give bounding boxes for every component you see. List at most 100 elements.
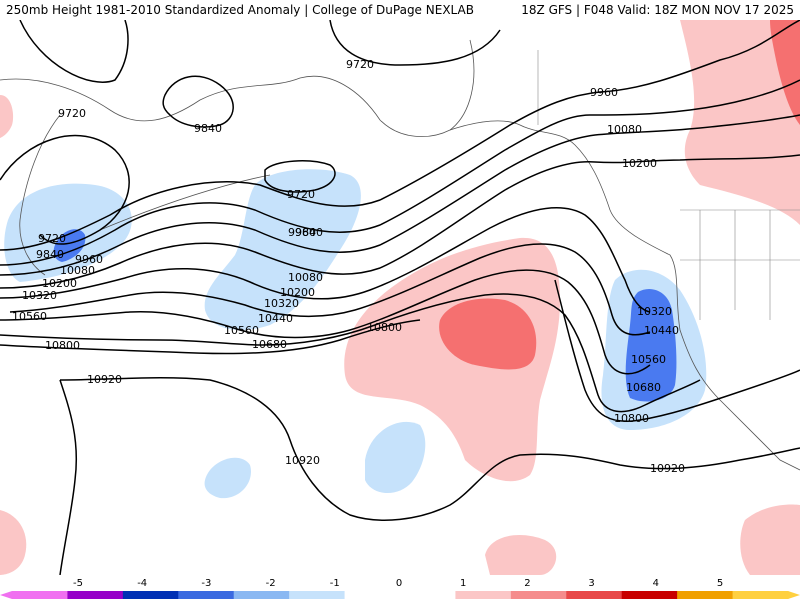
height-contours bbox=[0, 20, 800, 575]
contour-label: 10560 bbox=[631, 353, 666, 366]
contour-10560 bbox=[0, 269, 651, 375]
pos-anomaly-west bbox=[0, 95, 14, 138]
contour-9720-nw bbox=[19, 20, 129, 83]
map-canvas: 9720 9720 9720 9720 9840 9840 9840 9960 … bbox=[0, 20, 800, 575]
colorbar-segment bbox=[233, 591, 290, 599]
contour-label: 10560 bbox=[12, 310, 47, 323]
colorbar: -5 -4 -3 -2 -1 0 1 2 3 4 5 bbox=[0, 575, 800, 600]
colorbar-tick-label: 4 bbox=[653, 578, 659, 589]
contour-10320 bbox=[0, 206, 651, 313]
contour-10080 bbox=[0, 114, 800, 276]
colorbar-right-arrow bbox=[788, 591, 800, 599]
contour-label: 10080 bbox=[60, 264, 95, 277]
neg-anomaly-small bbox=[204, 457, 251, 499]
contour-10800 bbox=[0, 279, 800, 422]
colorbar-segment bbox=[455, 591, 512, 599]
contour-label: 10920 bbox=[650, 462, 685, 475]
colorbar-segment bbox=[344, 591, 401, 599]
pos-anomaly-core bbox=[439, 298, 537, 370]
map-title: 250mb Height 1981-2010 Standardized Anom… bbox=[6, 3, 474, 17]
contour-label: 10200 bbox=[42, 277, 77, 290]
contour-9960 bbox=[0, 79, 800, 266]
contour-label: 10800 bbox=[45, 339, 80, 352]
contour-10680 bbox=[0, 293, 701, 413]
colorbar-tick-label: -2 bbox=[266, 578, 276, 589]
colorbar-tick-label: 0 bbox=[396, 578, 402, 589]
model-run-info: 18Z GFS | F048 Valid: 18Z MON NOV 17 202… bbox=[521, 3, 794, 17]
contour-9840 bbox=[0, 20, 800, 251]
pos-anomaly-southeast bbox=[740, 504, 800, 575]
contour-label: 9960 bbox=[288, 226, 316, 239]
contour-9720-west bbox=[0, 134, 130, 245]
pos-anomaly-south bbox=[485, 535, 557, 575]
colorbar-segment bbox=[289, 591, 346, 599]
colorbar-segment bbox=[510, 591, 567, 599]
colorbar-canvas: -5 -4 -3 -2 -1 0 1 2 3 4 5 bbox=[0, 578, 800, 599]
contour-labels: 9720 9720 9720 9720 9840 9840 9840 9960 … bbox=[12, 58, 685, 475]
contour-label: 9840 bbox=[36, 248, 64, 261]
colorbar-ticks: -5 -4 -3 -2 -1 0 1 2 3 4 5 bbox=[73, 578, 723, 589]
contour-label: 10320 bbox=[264, 297, 299, 310]
contour-10440 bbox=[9, 243, 651, 336]
contour-10200 bbox=[0, 154, 800, 289]
anomaly-map: 9720 9720 9720 9720 9840 9840 9840 9960 … bbox=[0, 20, 800, 575]
colorbar-segment bbox=[400, 591, 456, 599]
contour-10920 bbox=[59, 377, 800, 521]
pos-anomaly-northeast bbox=[680, 20, 800, 225]
contour-label: 10320 bbox=[22, 289, 57, 302]
contour-label: 10920 bbox=[285, 454, 320, 467]
contour-label: 9720 bbox=[287, 188, 315, 201]
neg-anomaly-hawaii bbox=[365, 421, 426, 494]
contour-label: 9720 bbox=[58, 107, 86, 120]
header: 250mb Height 1981-2010 Standardized Anom… bbox=[0, 0, 800, 20]
contour-label: 10080 bbox=[607, 123, 642, 136]
colorbar-tick-label: 2 bbox=[524, 578, 530, 589]
contour-label: 9960 bbox=[590, 86, 618, 99]
contour-label: 9720 bbox=[346, 58, 374, 71]
contour-label: 10680 bbox=[252, 338, 287, 351]
us-state-borders bbox=[680, 209, 800, 320]
colorbar-tick-label: 1 bbox=[460, 578, 466, 589]
colorbar-tick-label: -5 bbox=[73, 578, 83, 589]
pos-anomaly-southwest bbox=[0, 510, 27, 575]
colorbar-tick-label: 5 bbox=[717, 578, 723, 589]
aleutian-coastline bbox=[99, 174, 271, 231]
contour-9720-loop bbox=[264, 160, 336, 193]
colorbar-segment bbox=[12, 591, 68, 599]
contour-label: 9840 bbox=[194, 122, 222, 135]
contour-label: 10440 bbox=[258, 312, 293, 325]
neg-anomaly-central bbox=[204, 169, 361, 330]
contour-9720-north bbox=[329, 20, 501, 66]
contour-label: 10200 bbox=[622, 157, 657, 170]
contour-label: 10080 bbox=[288, 271, 323, 284]
colorbar-segment bbox=[621, 591, 678, 599]
contour-label: 10800 bbox=[614, 412, 649, 425]
colorbar-segment bbox=[677, 591, 734, 599]
colorbar-segment bbox=[67, 591, 124, 599]
pos-anomaly-area bbox=[344, 237, 560, 482]
contour-label: 10440 bbox=[644, 324, 679, 337]
contour-label: 10920 bbox=[87, 373, 122, 386]
pos-anomaly-northeast-core bbox=[770, 20, 800, 125]
neg-anomaly-east-core bbox=[625, 289, 677, 402]
contour-9840-loop bbox=[162, 75, 234, 128]
contour-label: 10560 bbox=[224, 324, 259, 337]
alaska-coastline bbox=[449, 120, 800, 471]
contour-label: 9720 bbox=[38, 232, 66, 245]
contour-label: 10680 bbox=[626, 381, 661, 394]
colorbar-left-arrow bbox=[0, 591, 12, 599]
colorbar-tick-label: -1 bbox=[330, 578, 340, 589]
positive-anomaly-shading bbox=[0, 20, 800, 575]
colorbar-segments bbox=[12, 591, 789, 599]
colorbar-tick-label: 3 bbox=[588, 578, 594, 589]
colorbar-segment bbox=[732, 591, 789, 599]
negative-anomaly-shading bbox=[4, 169, 707, 499]
contour-label: 9840 bbox=[295, 226, 323, 239]
colorbar-tick-label: -3 bbox=[201, 578, 211, 589]
colorbar-segment bbox=[566, 591, 623, 599]
contour-label: 10320 bbox=[637, 305, 672, 318]
colorbar-segment bbox=[122, 591, 179, 599]
contour-label: 10800 bbox=[367, 321, 402, 334]
asia-coastline bbox=[0, 39, 475, 137]
contour-label: 10200 bbox=[280, 286, 315, 299]
